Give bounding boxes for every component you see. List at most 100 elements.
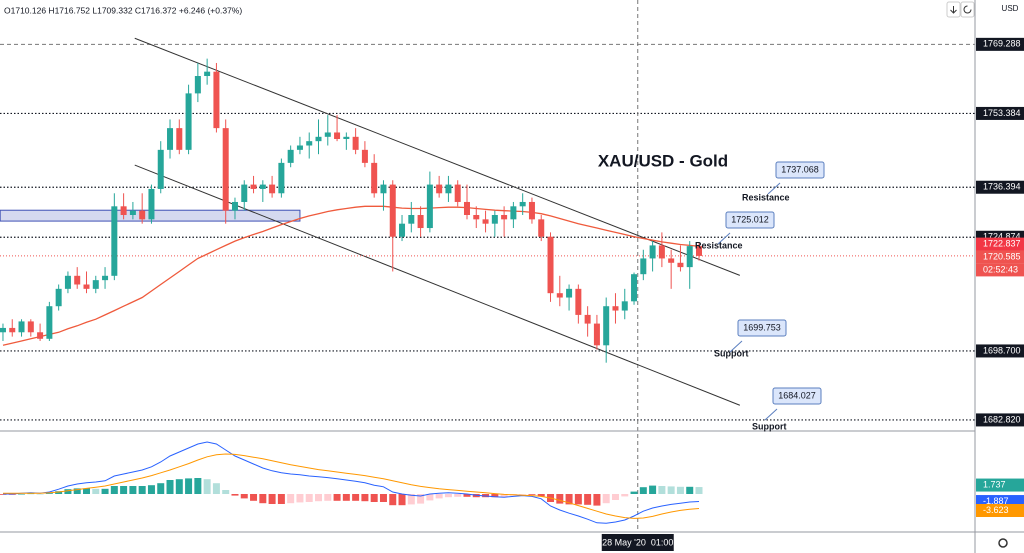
- candle-body: [9, 327, 16, 333]
- histogram-bar: [250, 494, 258, 501]
- histogram-bar: [64, 489, 72, 494]
- candle-body: [18, 321, 25, 333]
- candle-body: [269, 184, 276, 194]
- candle-body: [231, 201, 238, 211]
- candle-body: [259, 184, 266, 189]
- candle-body: [343, 136, 350, 139]
- scale-icon: [950, 6, 957, 14]
- callout-value: 1684.027: [778, 390, 816, 400]
- level-label: 1736.394: [983, 182, 1021, 192]
- candle-body: [204, 71, 211, 77]
- price-badge-bg: [976, 250, 1024, 264]
- histogram-bar: [27, 493, 35, 495]
- marks: [0, 0, 975, 530]
- histogram-bar: [584, 494, 592, 505]
- callout-pointer: [767, 182, 781, 195]
- histogram-bar: [649, 485, 657, 494]
- histogram-bar: [500, 494, 508, 497]
- histogram-bar: [110, 486, 118, 494]
- candle-body: [668, 258, 675, 263]
- macd-value: -1.887: [983, 496, 1009, 506]
- callout-value: 1737.068: [781, 164, 819, 174]
- refresh-icon: [963, 5, 972, 14]
- settings-icon[interactable]: [998, 538, 1008, 548]
- macd-value-bg: [976, 503, 1024, 517]
- candle-body: [380, 184, 387, 194]
- histogram-bar: [491, 494, 499, 498]
- callout-box: [737, 319, 787, 337]
- overlay: 1737.068 Resistance 1725.012 Resistance 1699…: [601, 37, 1024, 551]
- candle-body: [176, 128, 183, 150]
- price-badge: 1720.585: [983, 251, 1021, 261]
- histogram-bar: [379, 494, 387, 502]
- level-label-bg: [976, 413, 1024, 427]
- level-label: 1724.874: [983, 232, 1021, 242]
- refresh-button[interactable]: [960, 1, 975, 18]
- candle-body: [538, 219, 545, 237]
- candle-body: [621, 301, 628, 311]
- macd-value: -3.623: [983, 505, 1009, 515]
- histogram-bar: [389, 494, 397, 506]
- histogram-bar: [398, 494, 406, 506]
- candle-body: [436, 184, 443, 194]
- candle-body: [64, 275, 71, 289]
- candle-body: [120, 206, 127, 215]
- macd-line: [3, 441, 700, 524]
- histogram-bar: [342, 494, 350, 501]
- candle-body: [361, 149, 368, 163]
- histogram-bar: [175, 479, 183, 494]
- macd-value-bg: [976, 478, 1024, 492]
- candle-body: [631, 274, 638, 302]
- candle-body: [287, 149, 294, 163]
- candle-body: [352, 136, 359, 150]
- settings[interactable]: [998, 538, 1008, 548]
- histogram-bar: [185, 478, 193, 494]
- price-badge-bg: [976, 237, 1024, 251]
- histogram-bar: [407, 494, 415, 505]
- histogram-bar: [147, 485, 155, 494]
- candle-body: [111, 206, 118, 276]
- candle-body: [222, 128, 229, 211]
- histogram-bar: [315, 494, 323, 502]
- callout-text: Resistance: [695, 240, 743, 250]
- candle-body: [677, 262, 684, 268]
- callout-box: [775, 161, 825, 179]
- candle-body: [584, 314, 591, 324]
- candle-body: [696, 246, 703, 256]
- histogram-bar: [435, 494, 443, 499]
- histogram-bar: [593, 494, 601, 506]
- histogram-bar: [240, 494, 248, 499]
- histogram-bar: [212, 483, 220, 494]
- histogram-bar: [537, 494, 545, 497]
- candle-body: [547, 236, 554, 294]
- callout-box: [772, 387, 822, 405]
- candle-body: [566, 288, 573, 298]
- histogram-bar: [556, 494, 564, 504]
- candle-body: [83, 284, 90, 289]
- candle-body: [167, 128, 174, 150]
- callout-box: [725, 211, 775, 229]
- histogram-bar: [611, 494, 619, 500]
- candle-body: [389, 184, 396, 237]
- candle-body: [37, 332, 44, 339]
- candle-body: [482, 219, 489, 224]
- candle-body: [241, 184, 248, 202]
- candle-body: [324, 132, 331, 137]
- candle-body: [501, 215, 508, 220]
- candle-body: [371, 162, 378, 194]
- candle-body: [194, 76, 201, 94]
- level-label-bg: [976, 344, 1024, 358]
- histogram-bar: [676, 486, 684, 494]
- candle-body: [157, 149, 164, 189]
- price-badge: 1722.837: [983, 238, 1021, 248]
- candle-body: [185, 93, 192, 150]
- histogram-bar: [463, 494, 471, 497]
- level-label-bg: [976, 106, 1024, 120]
- level-label: 1698.700: [983, 345, 1021, 355]
- candle-body: [55, 288, 62, 307]
- candle-body: [0, 327, 6, 333]
- candle-body: [306, 141, 313, 146]
- histogram-bar: [370, 494, 378, 502]
- candle-body: [491, 215, 498, 224]
